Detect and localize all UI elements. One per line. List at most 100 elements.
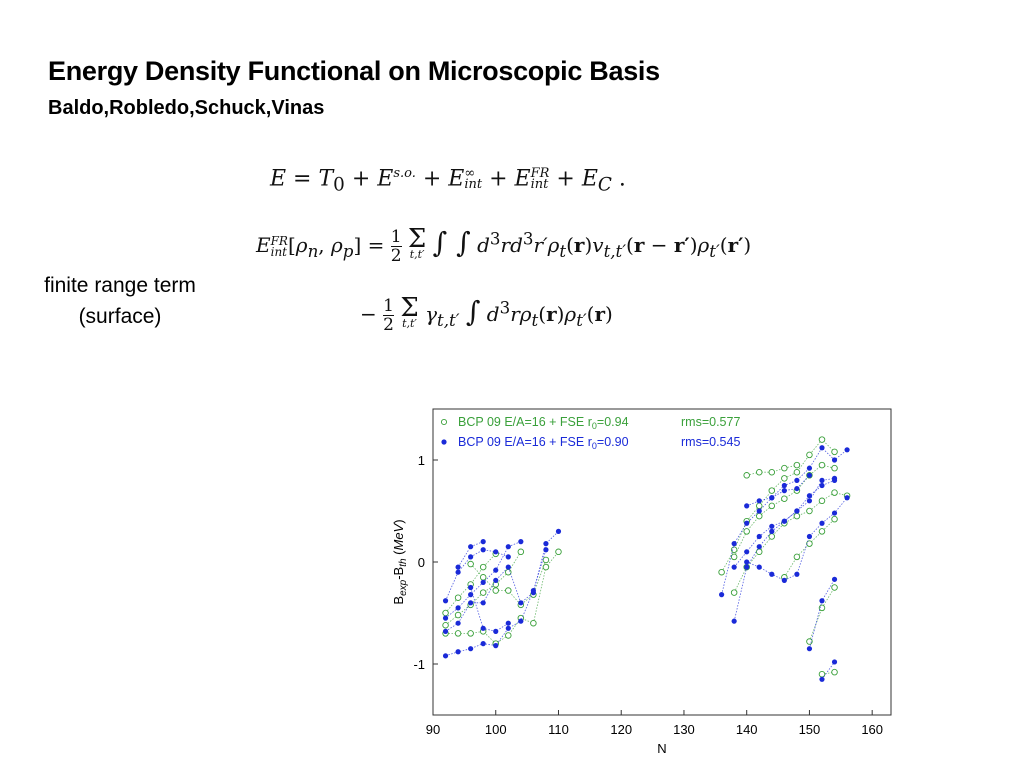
series-2-point <box>480 641 486 647</box>
series-1-point <box>743 528 750 535</box>
y-tick-label: -1 <box>413 657 425 672</box>
series-2-point <box>455 620 461 626</box>
series-1-point <box>831 489 838 496</box>
series-2-point <box>769 528 775 534</box>
series-2-point <box>794 477 800 483</box>
series-1-point <box>768 468 776 476</box>
series-2-point <box>756 564 762 570</box>
series-2-point <box>530 587 536 594</box>
series-1-point <box>467 630 474 637</box>
series-2-point <box>831 659 838 665</box>
side-label-line1: finite range term <box>44 274 196 297</box>
series-2-point <box>769 523 775 529</box>
series-1-point <box>818 436 826 443</box>
series-1-point <box>730 553 738 561</box>
series-2-point <box>543 541 549 547</box>
energy-equation: E = T0 + Es.o. + E ∞ int + E FR int + EC . <box>270 166 626 196</box>
series-1-point <box>818 528 826 535</box>
series-1-point <box>781 495 788 503</box>
series-1-point <box>755 512 763 520</box>
series-2-point <box>468 592 474 598</box>
series-2-point <box>480 600 486 606</box>
series-2-point <box>819 482 825 489</box>
series-2-point <box>480 539 486 545</box>
series-2-point <box>794 485 800 492</box>
series-2-point <box>769 571 775 577</box>
series-2-point <box>744 564 750 570</box>
series-1-point <box>479 589 487 596</box>
series-2-point <box>831 576 838 582</box>
series-1-point <box>806 507 813 515</box>
series-1-point <box>768 533 776 540</box>
series-2-point <box>480 579 486 585</box>
series-2-point <box>819 676 825 682</box>
series-1-point <box>806 638 813 645</box>
legend-marker <box>440 418 448 426</box>
series-1-point <box>818 604 826 612</box>
series-2-point <box>806 472 813 478</box>
series-2-point <box>505 620 511 626</box>
series-2-point <box>505 544 511 550</box>
series-2-point <box>794 508 800 514</box>
series-2-point <box>442 628 449 634</box>
x-axis-label: N <box>657 741 666 756</box>
series-2-point <box>744 549 750 555</box>
series-2-point <box>769 495 775 501</box>
series-1-chain-line <box>821 671 835 675</box>
series-2-point <box>819 598 825 604</box>
x-tick-label: 140 <box>736 722 758 737</box>
series-2-point <box>442 653 449 659</box>
series-1-point <box>454 630 462 637</box>
series-1-point <box>831 668 838 676</box>
series-2-point <box>731 564 737 570</box>
series-1-chain-line <box>721 439 835 573</box>
series-1-point <box>768 502 776 510</box>
series-1-chain-line <box>445 553 496 614</box>
series-1-point <box>781 464 788 472</box>
series-1-point <box>442 621 449 629</box>
series-1-point <box>730 589 738 596</box>
side-label-line2: (surface) <box>78 305 162 328</box>
series-2-point <box>756 508 762 514</box>
series-2-point <box>493 628 499 634</box>
legend-entry: BCP 09 E/A=16 + FSE r0=0.94 <box>458 415 629 431</box>
series-2-point <box>756 533 762 540</box>
x-tick-label: 160 <box>861 722 883 737</box>
x-tick-label: 130 <box>673 722 695 737</box>
series-2-point <box>468 554 474 560</box>
series-2-point <box>781 482 787 489</box>
binding-energy-chart: 90 100 110 120 130 140 150 160 -1 0 1 N Bexp-Bth (… <box>391 408 892 756</box>
series-1-point <box>768 487 776 494</box>
series-2-point <box>455 649 461 655</box>
series-1-point <box>542 556 550 564</box>
series-1-point <box>479 574 487 581</box>
series-1-point <box>793 553 801 561</box>
legend-rms: rms=0.545 <box>681 435 740 449</box>
series-1-point <box>517 548 525 556</box>
series-2-point <box>844 495 850 501</box>
series-2-point <box>781 577 787 583</box>
series-1-point <box>793 461 801 469</box>
series-2-point <box>756 498 762 504</box>
series-2-point <box>781 518 787 524</box>
series-2-point <box>468 646 474 652</box>
series-1-point <box>781 475 788 482</box>
series-2-point <box>555 528 562 534</box>
series-2-point <box>493 577 499 583</box>
series-2-point <box>493 567 499 573</box>
series-2-point <box>442 598 449 604</box>
series-2-point <box>781 488 787 494</box>
series-2-point <box>806 493 813 499</box>
series-2-point <box>468 584 474 591</box>
x-tick-label: 100 <box>485 722 507 737</box>
series-2-point <box>819 477 825 483</box>
series-1-point <box>831 584 838 591</box>
series-1-point <box>831 448 838 456</box>
series-2-point <box>505 625 511 631</box>
series-2-point <box>719 592 725 598</box>
series-1-chain-line <box>445 551 559 645</box>
series-2-point <box>744 559 750 565</box>
x-tick-label: 120 <box>610 722 632 737</box>
series-1-chain-line <box>733 492 848 593</box>
